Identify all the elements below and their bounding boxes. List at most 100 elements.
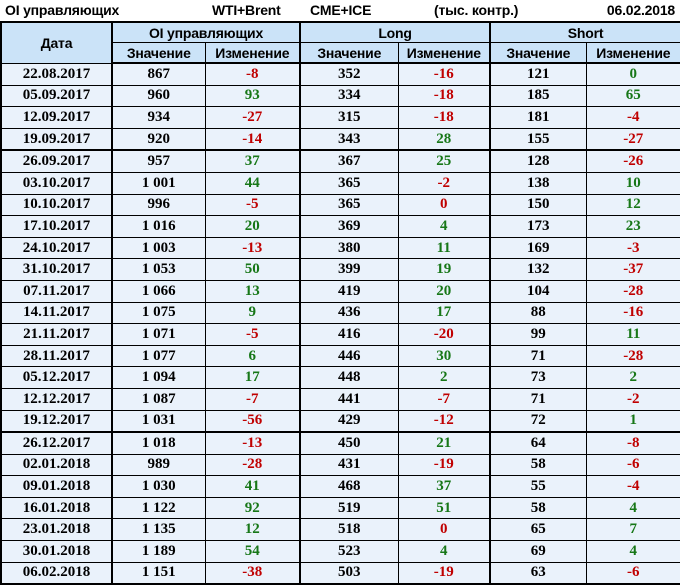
value-cell: 365 [299,193,399,217]
col-header-long-value: Значение [299,42,399,64]
change-cell: 37 [204,149,301,173]
change-cell: -8 [204,62,301,86]
value-cell: 155 [489,127,587,152]
value-cell: 1 016 [111,215,206,238]
date-cell: 16.01.2018 [0,496,113,520]
date-cell: 10.10.2017 [0,193,113,217]
value-cell: 523 [299,540,399,563]
table-row: 12.09.2017 934 -27 315 -18 181 -4 [0,106,680,129]
date-cell: 31.10.2017 [0,258,113,281]
value-cell: 72 [489,409,587,434]
value-cell: 1 094 [111,366,206,389]
col-header-short-change: Изменение [585,42,680,64]
value-cell: 121 [489,62,587,86]
value-cell: 1 189 [111,540,206,563]
value-cell: 960 [111,84,206,108]
value-cell: 920 [111,127,206,152]
table-row: 21.11.2017 1 071 -5 416 -20 99 11 [0,323,680,346]
change-cell: -28 [585,344,680,368]
change-cell: -26 [585,149,680,173]
change-cell: 17 [397,301,491,325]
value-cell: 1 066 [111,279,206,303]
report-date: 06.02.2018 [606,2,675,18]
change-cell: 9 [204,301,301,325]
report-topbar: OI управляющих WTI+Brent CME+ICE (тыс. к… [0,0,680,21]
change-cell: -3 [585,236,680,260]
value-cell: 173 [489,215,587,238]
table-row: 28.11.2017 1 077 6 446 30 71 -28 [0,344,680,368]
col-header-oi-change: Изменение [204,42,301,64]
table-row: 02.01.2018 989 -28 431 -19 58 -6 [0,453,680,477]
value-cell: 429 [299,409,399,434]
group-header-row: Дата OI управляющих Long Short [0,21,680,64]
change-cell: -12 [397,409,491,434]
date-cell: 14.11.2017 [0,301,113,325]
change-cell: 23 [585,215,680,238]
date-cell: 02.01.2018 [0,453,113,477]
value-cell: 996 [111,193,206,217]
change-cell: -7 [397,387,491,411]
change-cell: 10 [585,171,680,195]
change-cell: 17 [204,366,301,389]
date-cell: 05.09.2017 [0,84,113,108]
value-cell: 1 077 [111,344,206,368]
value-cell: 181 [489,106,587,129]
value-cell: 957 [111,149,206,173]
group-header-long: Long [299,21,491,43]
change-cell: -4 [585,106,680,129]
change-cell: 4 [585,496,680,520]
table-row: 14.11.2017 1 075 9 436 17 88 -16 [0,301,680,325]
date-cell: 12.12.2017 [0,387,113,411]
change-cell: -19 [397,561,491,585]
col-header-long-change: Изменение [397,42,491,64]
change-cell: -19 [397,453,491,477]
table-row: 19.09.2017 920 -14 343 28 155 -27 [0,127,680,152]
value-cell: 104 [489,279,587,303]
change-cell: 44 [204,171,301,195]
change-cell: 4 [397,215,491,238]
value-cell: 55 [489,475,587,498]
value-cell: 185 [489,84,587,108]
instrument-label: WTI+Brent [212,2,281,18]
change-cell: 37 [397,475,491,498]
table-row: 17.10.2017 1 016 20 369 4 173 23 [0,215,680,238]
change-cell: -27 [585,127,680,152]
change-cell: 25 [397,149,491,173]
change-cell: -18 [397,84,491,108]
change-cell: -2 [397,171,491,195]
date-cell: 03.10.2017 [0,171,113,195]
units-label: (тыс. контр.) [434,2,519,18]
value-cell: 169 [489,236,587,260]
change-cell: -16 [585,301,680,325]
date-cell: 30.01.2018 [0,540,113,563]
group-header-oi: OI управляющих [110,21,301,43]
change-cell: 12 [585,193,680,217]
value-cell: 1 087 [111,387,206,411]
value-cell: 1 075 [111,301,206,325]
value-cell: 132 [489,258,587,281]
value-cell: 71 [489,387,587,411]
change-cell: 92 [204,496,301,520]
date-cell: 17.10.2017 [0,215,113,238]
change-cell: -28 [204,453,301,477]
value-cell: 989 [111,453,206,477]
change-cell: -8 [585,431,680,455]
date-cell: 23.01.2018 [0,518,113,542]
table-row: 05.12.2017 1 094 17 448 2 73 2 [0,366,680,389]
value-cell: 518 [299,518,399,542]
value-cell: 1 071 [111,323,206,346]
date-cell: 07.11.2017 [0,279,113,303]
value-cell: 365 [299,171,399,195]
table-row: 16.01.2018 1 122 92 519 51 58 4 [0,496,680,520]
change-cell: -28 [585,279,680,303]
exchange-label: CME+ICE [310,2,372,18]
table-row: 12.12.2017 1 087 -7 441 -7 71 -2 [0,387,680,411]
change-cell: -20 [397,323,491,346]
change-cell: 13 [204,279,301,303]
value-cell: 58 [489,496,587,520]
table-row: 10.10.2017 996 -5 365 0 150 12 [0,193,680,217]
date-cell: 09.01.2018 [0,475,113,498]
table-row: 23.01.2018 1 135 12 518 0 65 7 [0,518,680,542]
value-cell: 369 [299,215,399,238]
value-cell: 448 [299,366,399,389]
